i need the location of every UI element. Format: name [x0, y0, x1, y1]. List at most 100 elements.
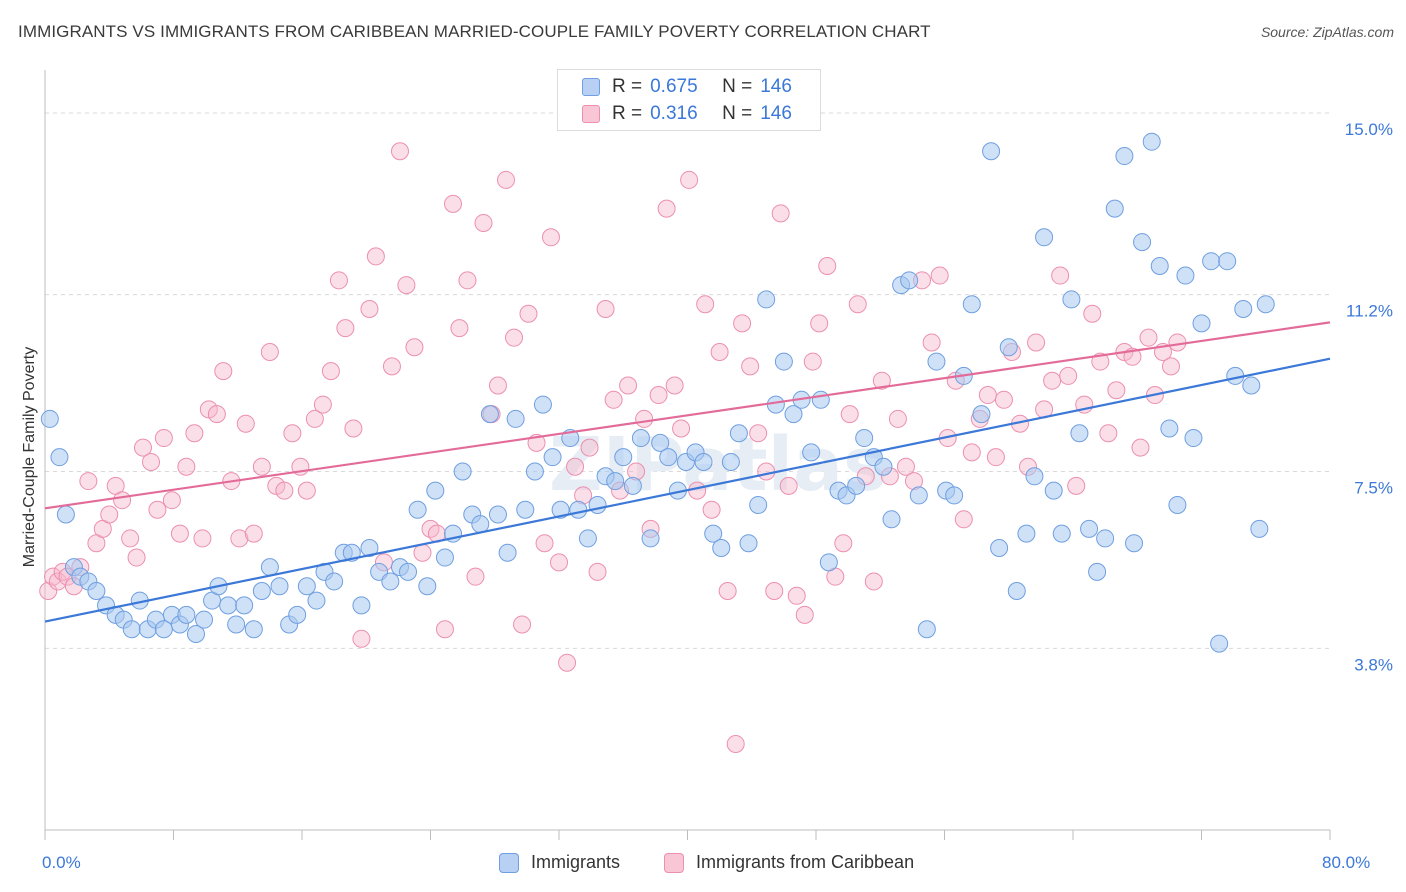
caribbean-point [1059, 366, 1078, 385]
caribbean-point [397, 276, 416, 295]
immigrants-point [1044, 481, 1063, 500]
immigrants-point [704, 524, 723, 543]
immigrants-point [533, 395, 552, 414]
legend-n-label: N = [722, 76, 753, 97]
legend-n-label: N = [722, 103, 753, 124]
immigrants-point [588, 495, 607, 514]
immigrants-point [40, 409, 59, 428]
caribbean-point [519, 304, 538, 323]
series-immigrants-points [40, 132, 1275, 653]
immigrants-point [453, 462, 472, 481]
caribbean-point [994, 390, 1013, 409]
caribbean-point [710, 343, 729, 362]
caribbean-point [275, 481, 294, 500]
caribbean-point [405, 338, 424, 357]
caribbean-point [236, 414, 255, 433]
legend-swatch-caribbean [582, 105, 600, 123]
caribbean-point [121, 529, 140, 548]
immigrants-point [614, 448, 633, 467]
immigrants-point [917, 620, 936, 639]
immigrants-point [381, 572, 400, 591]
immigrants-point [855, 429, 874, 448]
caribbean-point [635, 409, 654, 428]
y-tick-label: 7.5% [1354, 479, 1393, 498]
immigrants-point [1234, 299, 1253, 318]
immigrants-point [1025, 467, 1044, 486]
immigrants-point [972, 405, 991, 424]
immigrants-point [288, 605, 307, 624]
caribbean-point [558, 653, 577, 672]
x-tick-label-min: 0.0% [42, 853, 81, 872]
immigrants-point [252, 582, 271, 601]
series-caribbean-points [39, 142, 1187, 753]
immigrants-point [426, 481, 445, 500]
immigrants-point [1184, 429, 1203, 448]
immigrants-point [811, 390, 830, 409]
caribbean-point [1161, 357, 1180, 376]
caribbean-point [733, 314, 752, 333]
caribbean-point [787, 586, 806, 605]
caribbean-point [749, 424, 768, 443]
immigrants-point [195, 610, 214, 629]
immigrants-point [1176, 266, 1195, 285]
immigrants-point [1168, 495, 1187, 514]
caribbean-point [718, 582, 737, 601]
caribbean-point [142, 452, 161, 471]
caribbean-point [771, 204, 790, 223]
y-tick-labels: 3.8% 7.5% 11.2% 15.0% [1345, 120, 1393, 674]
stats-legend: R = 0.675 N = 146 R = 0.316 N = 146 [557, 69, 821, 131]
trend-lines [44, 321, 1331, 623]
immigrants-point [757, 290, 776, 309]
immigrants-point [1105, 199, 1124, 218]
caribbean-point [672, 419, 691, 438]
caribbean-point [366, 247, 385, 266]
caribbean-point [1099, 424, 1118, 443]
immigrants-point [307, 591, 326, 610]
immigrants-point [1210, 634, 1229, 653]
caribbean-point [252, 457, 271, 476]
legend-r-value: 0.675 [650, 76, 698, 97]
caribbean-point [260, 343, 279, 362]
caribbean-point [329, 271, 348, 290]
legend-r-value: 0.316 [650, 103, 698, 124]
caribbean-point [193, 529, 212, 548]
immigrants-point [186, 625, 205, 644]
caribbean-point [421, 519, 440, 538]
caribbean-point [619, 376, 638, 395]
caribbean-point [185, 424, 204, 443]
y-tick-label: 15.0% [1345, 120, 1393, 139]
caribbean-point [604, 390, 623, 409]
caribbean-point [321, 362, 340, 381]
immigrants-point [1218, 252, 1237, 271]
immigrants-point [543, 448, 562, 467]
caribbean-point [810, 314, 829, 333]
caribbean-point [818, 256, 837, 275]
caribbean-point [888, 409, 907, 428]
immigrants-point [999, 338, 1018, 357]
immigrants-point [749, 495, 768, 514]
caribbean-point [848, 295, 867, 314]
caribbean-point [680, 170, 699, 189]
caribbean-point [313, 395, 332, 414]
immigrants-point [325, 572, 344, 591]
caribbean-point [148, 500, 167, 519]
immigrants-point [506, 409, 525, 428]
caribbean-point [795, 605, 814, 624]
legend-label-caribbean: Immigrants from Caribbean [696, 852, 915, 872]
caribbean-point [541, 228, 560, 247]
caribbean-point [305, 409, 324, 428]
caribbean-point [930, 266, 949, 285]
immigrants-point [1133, 233, 1152, 252]
immigrants-point [945, 486, 964, 505]
immigrants-point [631, 429, 650, 448]
caribbean-point [450, 319, 469, 338]
immigrants-point [1052, 524, 1071, 543]
caribbean-point [207, 405, 226, 424]
legend-item-caribbean: Immigrants from Caribbean [664, 852, 914, 873]
immigrants-point [847, 476, 866, 495]
caribbean-point [214, 362, 233, 381]
caribbean-point [505, 328, 524, 347]
immigrants-point [1007, 582, 1026, 601]
caribbean-point [896, 457, 915, 476]
